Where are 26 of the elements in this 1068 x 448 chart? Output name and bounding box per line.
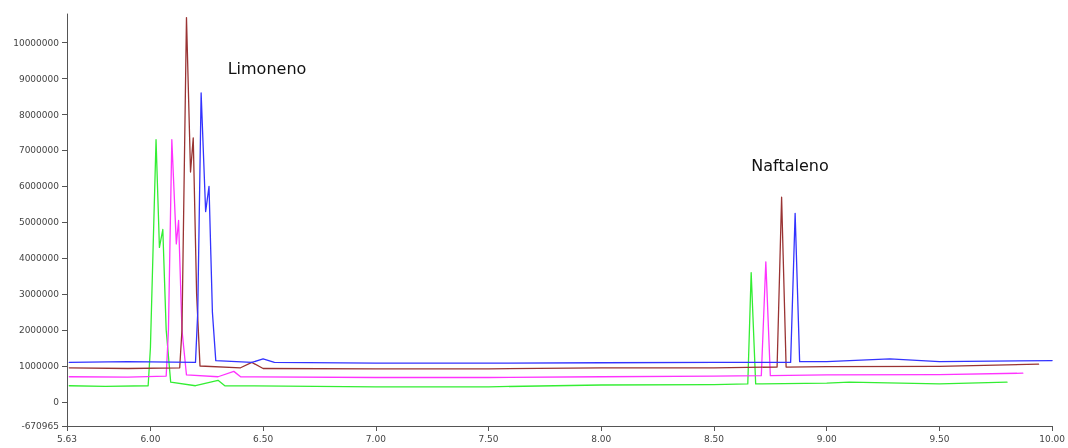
y-tick-label: 10000000	[13, 37, 60, 48]
y-tick-label: 9000000	[18, 73, 60, 84]
x-tick-label: 6.00	[140, 433, 161, 444]
line-series	[68, 92, 1053, 364]
y-tick-label: 7000000	[18, 145, 60, 156]
y-tick-label: 3000000	[18, 289, 60, 300]
y-tick-label: 4000000	[18, 253, 60, 264]
x-tick-label: 9.50	[929, 433, 950, 444]
annotation: Naftaleno	[751, 155, 829, 175]
line-series	[68, 16, 1040, 370]
y-tick-label: 1000000	[18, 360, 60, 371]
x-tick-label: 8.00	[591, 433, 612, 444]
x-tick-label: 8.50	[703, 433, 725, 444]
x-tick-label: 10.00	[1039, 433, 1066, 444]
y-tick-label: 8000000	[18, 109, 60, 120]
x-tick-label: 9.00	[816, 433, 837, 444]
y-tick-label: 6000000	[18, 181, 60, 192]
annotation: Limoneno	[227, 58, 307, 78]
y-tick-label: -670965	[21, 421, 59, 431]
x-tick-label: 7.00	[365, 433, 387, 444]
x-tick-label: 5.63	[56, 433, 78, 444]
x-tick-label: 7.50	[478, 433, 499, 444]
y-tick-label: 0	[53, 396, 60, 407]
y-tick-label: 2000000	[18, 325, 60, 336]
y-tick-label: 5000000	[18, 217, 60, 228]
x-tick-label: 6.50	[253, 433, 274, 444]
